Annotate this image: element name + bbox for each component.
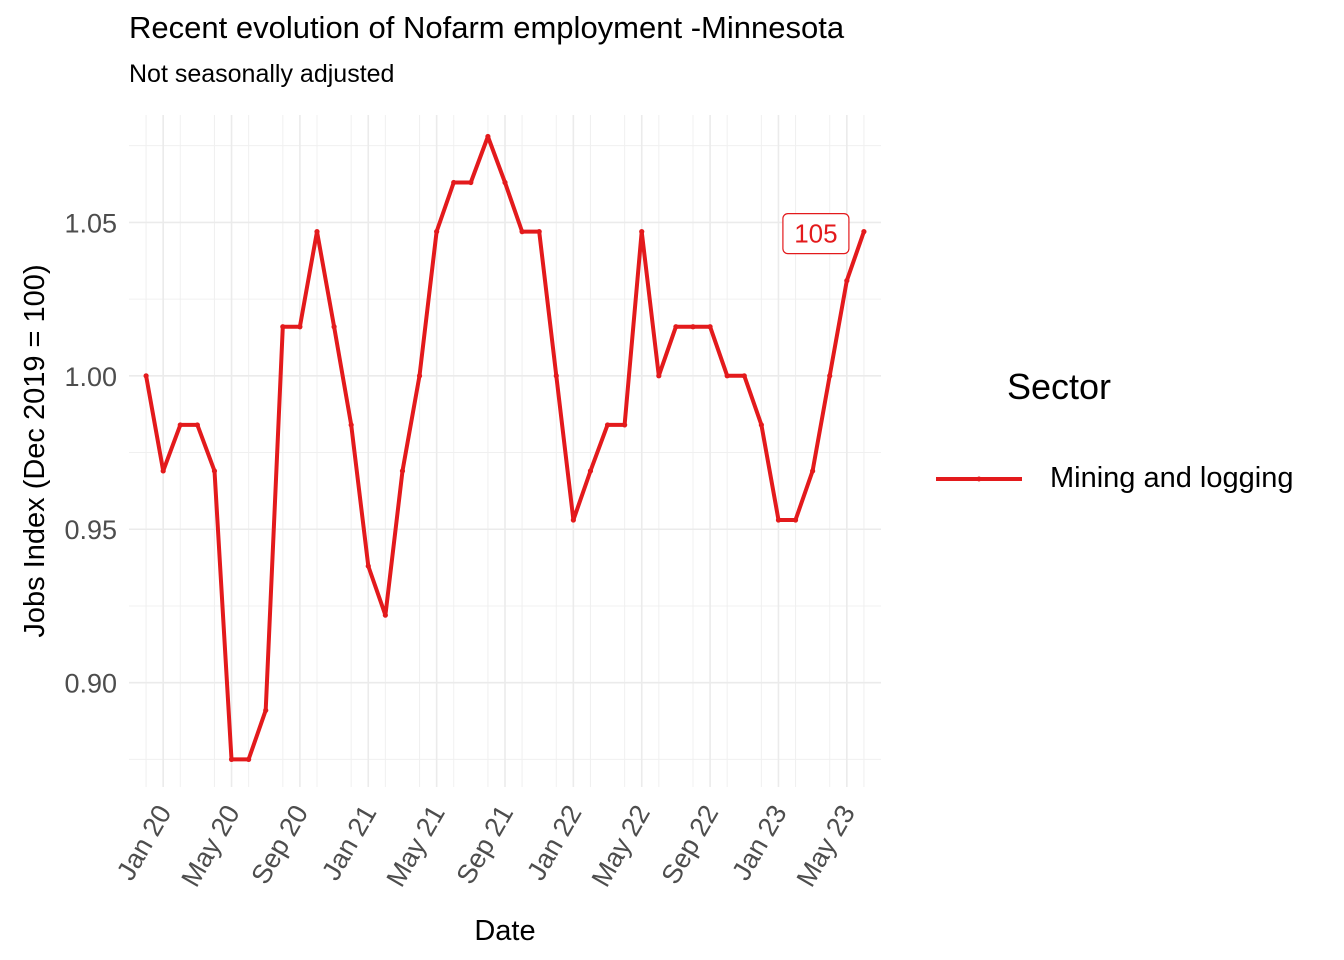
data-point (314, 229, 320, 235)
x-tick-label: Jan 22 (521, 800, 588, 885)
legend: Sector Mining and logging (930, 360, 1330, 520)
chart-subtitle: Not seasonally adjusted (129, 60, 395, 88)
x-tick-label: May 23 (791, 800, 861, 892)
data-point (228, 756, 235, 762)
end-value-label-box (782, 213, 850, 255)
data-point (416, 373, 423, 379)
y-axis-title: Jobs Index (Dec 2019 = 100) (19, 264, 51, 637)
x-tick-label: Jan 21 (316, 800, 383, 885)
data-point (707, 324, 713, 330)
x-tick-label: Sep 22 (656, 800, 725, 889)
x-tick-label: Jan 20 (111, 800, 178, 885)
data-point (553, 373, 559, 379)
legend-label-mining-and-logging: Mining and logging (1050, 462, 1294, 494)
data-point (673, 324, 679, 330)
legend-title: Sector (1007, 366, 1112, 407)
data-point (758, 422, 764, 428)
x-tick-label: May 20 (175, 800, 245, 892)
data-point (741, 373, 747, 379)
chart-title: Recent evolution of Nofarm employment -M… (129, 10, 845, 45)
data-point (485, 133, 491, 140)
data-point (434, 229, 440, 235)
data-point (502, 179, 508, 186)
y-tick-label: 1.05 (64, 208, 117, 238)
data-point (861, 229, 867, 235)
y-tick-label: 0.90 (64, 669, 117, 699)
data-point (211, 468, 218, 474)
x-axis-title: Date (474, 915, 535, 947)
data-point (348, 422, 354, 428)
x-tick-label: Sep 21 (450, 800, 519, 889)
x-tick-label: May 22 (586, 800, 656, 892)
x-tick-label: Jan 23 (726, 800, 793, 885)
y-tick-label: 1.00 (64, 362, 117, 392)
data-point (724, 373, 730, 379)
data-point (519, 229, 525, 235)
data-point (622, 422, 628, 428)
data-point (827, 373, 833, 379)
data-point (604, 422, 611, 428)
data-point (810, 468, 816, 474)
data-point (331, 324, 337, 330)
grid-lines (129, 115, 881, 787)
data-point (280, 324, 286, 330)
data-point (844, 278, 850, 284)
data-point (775, 517, 782, 523)
end-value-label: 105 (794, 219, 837, 249)
data-point (792, 517, 799, 523)
data-point (399, 468, 406, 474)
data-point (451, 179, 457, 186)
data-point (468, 179, 474, 186)
x-tick-label: May 21 (381, 800, 451, 892)
data-point (690, 324, 696, 330)
data-point (143, 373, 149, 379)
data-point (297, 324, 303, 330)
data-point (587, 468, 594, 474)
data-point (639, 229, 645, 235)
series-layer (143, 133, 867, 762)
legend-key-mining-and-logging (936, 476, 1022, 482)
data-point (570, 517, 576, 523)
annotation-layer: 105 (782, 213, 850, 255)
data-point (382, 612, 388, 618)
data-point (246, 756, 252, 762)
data-point (194, 422, 200, 428)
y-tick-label: 0.95 (64, 515, 117, 545)
data-point (177, 422, 183, 428)
data-point (365, 563, 371, 569)
x-tick-label: Sep 20 (245, 800, 314, 889)
data-point (656, 373, 662, 379)
data-point (536, 229, 542, 235)
data-point (160, 468, 166, 474)
data-point (263, 707, 269, 713)
